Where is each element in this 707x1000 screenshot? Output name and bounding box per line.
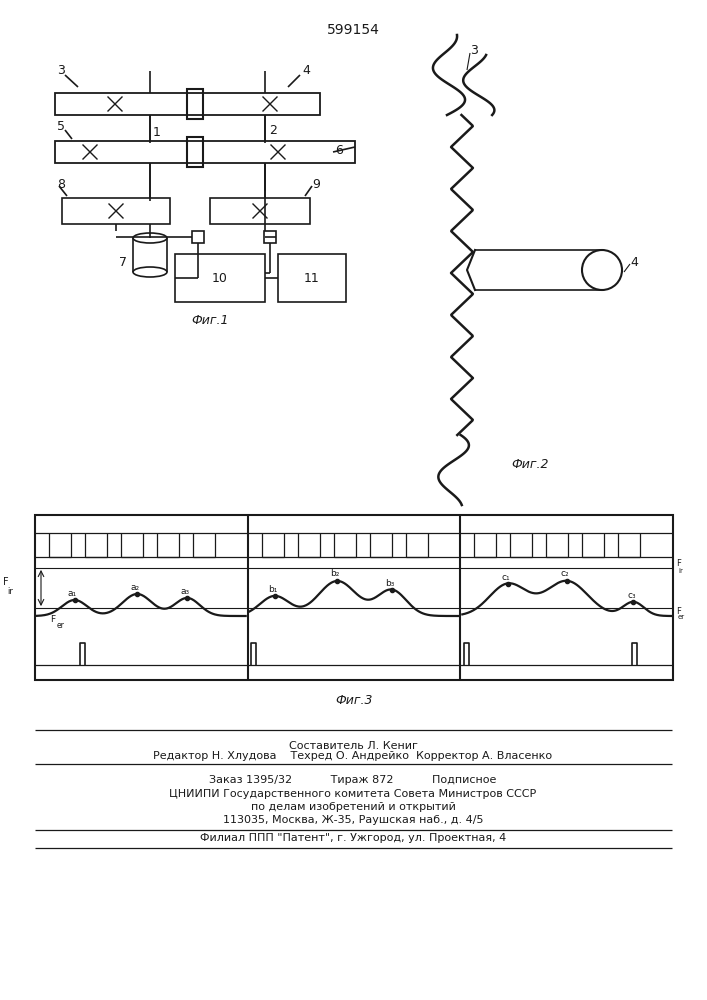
Text: F: F xyxy=(676,606,681,615)
Text: a₂: a₂ xyxy=(131,582,140,591)
Bar xyxy=(278,254,346,302)
Text: 11: 11 xyxy=(304,271,320,284)
Text: c₁: c₁ xyxy=(502,572,510,582)
Text: Фиг.1: Фиг.1 xyxy=(192,314,229,326)
Text: Заказ 1395/32           Тираж 872           Подписное: Заказ 1395/32 Тираж 872 Подписное xyxy=(209,775,497,785)
Text: Фиг.3: Фиг.3 xyxy=(335,694,373,706)
Text: er: er xyxy=(57,621,65,631)
Text: 9: 9 xyxy=(312,178,320,190)
Text: 3: 3 xyxy=(57,64,65,78)
Text: Филиал ППП "Патент", г. Ужгород, ул. Проектная, 4: Филиал ППП "Патент", г. Ужгород, ул. Про… xyxy=(200,833,506,843)
Text: Фиг.2: Фиг.2 xyxy=(511,458,549,472)
Text: 2: 2 xyxy=(269,124,277,137)
Text: 3: 3 xyxy=(470,43,478,56)
Bar xyxy=(192,231,204,243)
Bar xyxy=(264,231,276,243)
Bar xyxy=(62,198,170,224)
Bar xyxy=(210,198,310,224)
Text: ir: ir xyxy=(7,587,13,596)
Text: a₁: a₁ xyxy=(68,588,77,597)
Text: ir: ir xyxy=(678,568,683,574)
Text: c₃: c₃ xyxy=(627,590,636,599)
Text: c₂: c₂ xyxy=(561,570,569,578)
Text: 113035, Москва, Ж-35, Раушская наб., д. 4/5: 113035, Москва, Ж-35, Раушская наб., д. … xyxy=(223,815,484,825)
Text: F: F xyxy=(3,577,8,587)
Text: по делам изобретений и открытий: по делам изобретений и открытий xyxy=(250,802,455,812)
Text: 4: 4 xyxy=(302,64,310,78)
Bar xyxy=(55,141,355,163)
Text: ЦНИИПИ Государственного комитета Совета Министров СССР: ЦНИИПИ Государственного комитета Совета … xyxy=(170,789,537,799)
Text: 6: 6 xyxy=(335,143,343,156)
Bar xyxy=(35,515,673,680)
Bar xyxy=(175,254,265,302)
Text: er: er xyxy=(678,614,685,620)
Text: 1: 1 xyxy=(153,126,161,139)
Bar xyxy=(187,89,203,119)
Text: b₂: b₂ xyxy=(331,570,340,578)
Text: F: F xyxy=(50,615,56,624)
Text: Редактор Н. Хлудова    Техред О. Андрейко  Корректор А. Власенко: Редактор Н. Хлудова Техред О. Андрейко К… xyxy=(153,751,553,761)
Bar xyxy=(187,137,203,167)
Bar xyxy=(55,93,320,115)
Text: 8: 8 xyxy=(57,178,65,190)
Text: Составитель Л. Кениг: Составитель Л. Кениг xyxy=(288,741,417,751)
Ellipse shape xyxy=(582,250,622,290)
Text: b₃: b₃ xyxy=(385,578,395,587)
Text: b₁: b₁ xyxy=(268,584,277,593)
Text: F: F xyxy=(676,560,681,568)
Text: 10: 10 xyxy=(212,271,228,284)
Text: 5: 5 xyxy=(57,120,65,133)
Text: 7: 7 xyxy=(119,255,127,268)
Text: 4: 4 xyxy=(630,255,638,268)
Text: a₃: a₃ xyxy=(181,586,189,595)
Text: 599154: 599154 xyxy=(327,23,380,37)
